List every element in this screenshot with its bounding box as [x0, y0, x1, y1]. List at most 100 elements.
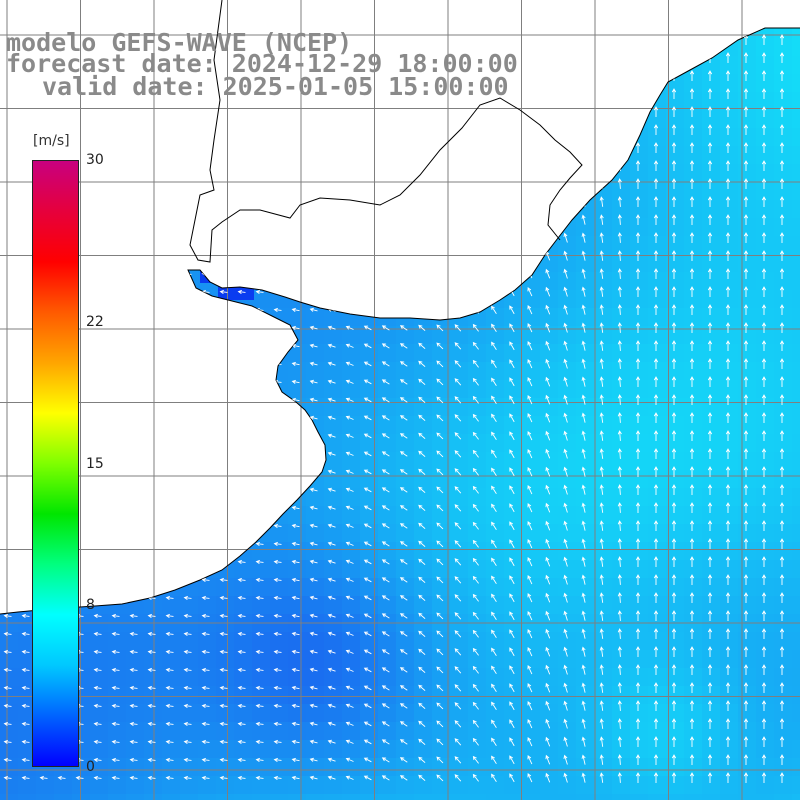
wind-arrow [327, 775, 336, 780]
wind-arrow [707, 232, 713, 243]
field-cell [414, 686, 433, 705]
field-cell [198, 416, 217, 435]
wind-arrow [219, 271, 228, 276]
field-cell [432, 524, 451, 543]
field-cell [288, 398, 307, 417]
field-cell [684, 758, 703, 777]
wind-arrow [399, 613, 408, 619]
field-cell [666, 326, 685, 345]
field-cell [684, 326, 703, 345]
wind-arrow [345, 487, 354, 492]
wind-arrow [581, 34, 586, 45]
wind-arrow [581, 700, 586, 711]
field-cell [684, 740, 703, 759]
field-cell [360, 110, 379, 129]
field-cell [342, 686, 361, 705]
wind-arrow [165, 487, 174, 492]
field-cell [270, 758, 289, 777]
wind-arrow [689, 160, 695, 171]
wind-arrow [327, 541, 336, 546]
field-cell [342, 326, 361, 345]
wind-arrow [237, 199, 246, 204]
field-cell [342, 128, 361, 147]
wind-arrow [345, 649, 354, 654]
field-cell [126, 542, 145, 561]
wind-arrow [671, 682, 677, 693]
wind-arrow [291, 541, 300, 546]
wind-arrow [617, 556, 622, 567]
field-cell [468, 488, 487, 507]
wind-arrow [327, 271, 336, 276]
wind-arrow [509, 215, 515, 225]
field-cell [684, 632, 703, 651]
field-cell [108, 794, 127, 800]
field-cell [684, 416, 703, 435]
field-cell [198, 650, 217, 669]
field-cell [702, 146, 721, 165]
wind-arrow [527, 701, 533, 711]
wind-arrow [454, 684, 462, 692]
field-cell [792, 308, 800, 327]
wind-arrow [725, 574, 731, 585]
wind-arrow [725, 700, 731, 711]
wind-arrow [418, 108, 426, 115]
field-cell [522, 794, 541, 800]
field-cell [432, 506, 451, 525]
field-cell [666, 362, 685, 381]
wind-arrow [436, 504, 444, 512]
field-cell [792, 506, 800, 525]
field-cell [594, 704, 613, 723]
field-cell [162, 290, 181, 309]
wind-arrow [93, 145, 102, 150]
wind-arrow [689, 124, 695, 135]
wind-arrow [345, 127, 354, 132]
field-cell [594, 722, 613, 741]
wind-arrow [309, 271, 318, 276]
field-cell [666, 632, 685, 651]
field-cell [216, 344, 235, 363]
field-cell [792, 560, 800, 579]
wind-arrow [671, 412, 677, 423]
wind-arrow [309, 613, 318, 618]
wind-arrow [291, 667, 300, 672]
wind-arrow [3, 271, 12, 276]
field-cell [162, 200, 181, 219]
wind-arrow [491, 377, 497, 386]
field-cell [666, 794, 685, 800]
field-cell [126, 344, 145, 363]
wind-arrow [743, 718, 749, 729]
wind-arrow [454, 522, 462, 530]
field-cell [324, 560, 343, 579]
field-cell [702, 560, 721, 579]
field-cell [342, 452, 361, 471]
wind-arrow [111, 757, 120, 762]
field-cell [342, 272, 361, 291]
wind-arrow [581, 142, 586, 153]
field-cell [522, 758, 541, 777]
wind-arrow [309, 325, 318, 330]
field-cell [378, 668, 397, 687]
field-cell [234, 344, 253, 363]
field-cell [236, 282, 254, 300]
field-cell [108, 218, 127, 237]
field-cell [360, 344, 379, 363]
wind-arrow [111, 523, 120, 528]
field-cell [288, 182, 307, 201]
wind-arrow [418, 360, 426, 367]
wind-arrow [399, 307, 408, 313]
wind-arrow [779, 232, 785, 243]
field-cell [756, 272, 775, 291]
wind-arrow [725, 142, 731, 153]
wind-arrow [381, 145, 390, 151]
field-cell [522, 560, 541, 579]
field-cell [774, 470, 793, 489]
field-cell [612, 128, 631, 147]
field-cell [108, 560, 127, 579]
field-cell [630, 38, 649, 57]
wind-arrow [599, 592, 604, 603]
wind-arrow [291, 379, 300, 384]
field-cell [18, 794, 37, 800]
field-cell [522, 344, 541, 363]
wind-arrow [635, 628, 641, 639]
wind-arrow [599, 232, 604, 243]
